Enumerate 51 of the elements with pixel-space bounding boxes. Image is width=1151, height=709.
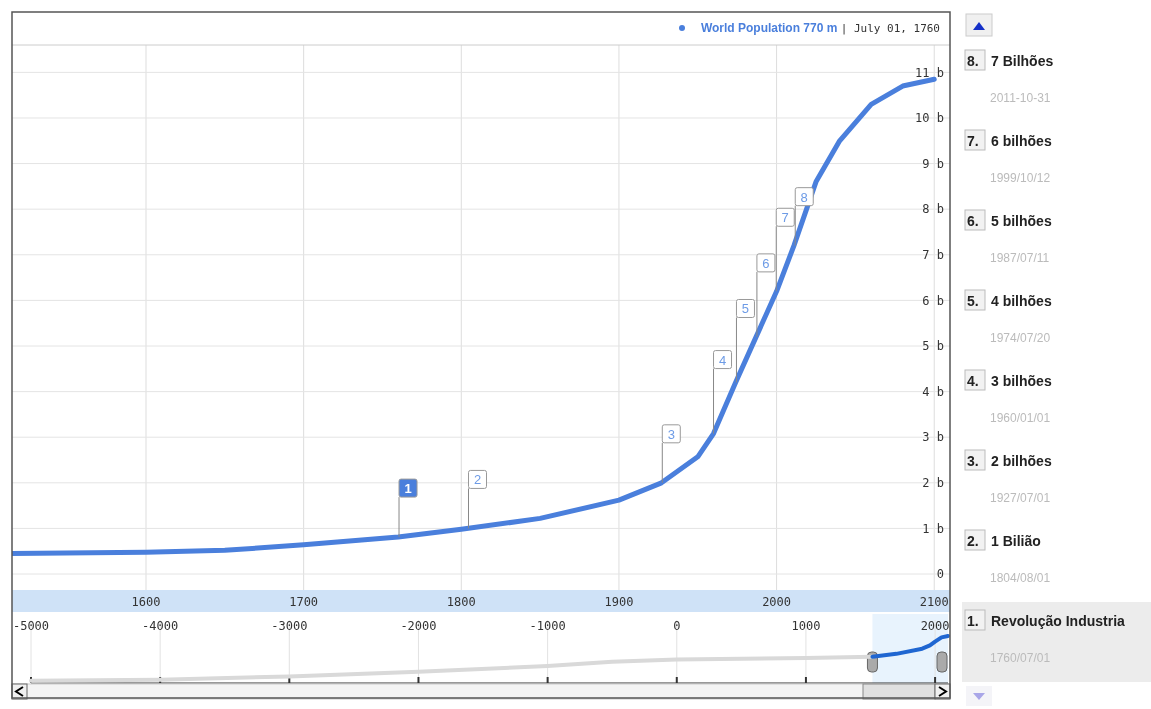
annotation: 2	[473, 472, 482, 488]
annotation: 8	[800, 189, 808, 205]
y-tick-label: 6 b	[922, 293, 944, 308]
x-tick-label: 2000	[762, 595, 792, 609]
y-tick-label: 10 b	[915, 111, 944, 126]
x-tick-label: 1600	[131, 595, 161, 609]
text: 4. 3 bilhões	[967, 373, 1052, 389]
x-tick-label: 1900	[604, 595, 634, 609]
text: 1974/07/20	[990, 331, 1051, 345]
x-tick-label: 2100	[919, 595, 949, 609]
x-tick-label: 1700	[289, 595, 319, 609]
text: 1927/07/01	[990, 491, 1051, 505]
legend-label: World Population	[700, 21, 800, 35]
y-tick-label: 0	[936, 567, 944, 582]
annotation: 3	[667, 426, 675, 442]
text: 1987/07/11	[990, 251, 1050, 265]
y-tick-label: 9 b	[922, 156, 944, 171]
text: 1999/10/12	[990, 171, 1051, 185]
text: 6. 5 bilhões	[967, 213, 1052, 229]
y-tick-label: 11 b	[915, 65, 944, 80]
text: 8. 7 Bilhões	[967, 53, 1054, 69]
text: 2011-10-31	[990, 91, 1051, 105]
text: 1960/01/01	[990, 411, 1051, 425]
y-tick-label: 1 b	[922, 521, 944, 536]
y-tick-label: 7 b	[922, 247, 944, 262]
y-tick-label: 4 b	[922, 384, 944, 399]
y-tick-label: 5 b	[922, 339, 944, 354]
text: 770 m | July 01, 1760	[803, 21, 940, 35]
x-tick-label: -1000	[529, 619, 566, 633]
y-tick-label: 8 b	[922, 202, 944, 217]
x-tick-label: -3000	[271, 619, 308, 633]
x-tick-label: 1000	[791, 619, 821, 633]
annotation: 5	[741, 301, 750, 317]
annotation: 6	[762, 255, 770, 271]
text: 5. 4 bilhões	[967, 293, 1052, 309]
text: 3. 2 bilhões	[967, 453, 1052, 469]
x-tick-label: 0	[673, 619, 681, 633]
x-tick-label: -2000	[400, 619, 437, 633]
text: 7. 6 bilhões	[967, 133, 1052, 149]
text: 1804/08/01	[990, 571, 1051, 585]
x-tick-label: -5000	[12, 619, 50, 633]
annotation: 4	[718, 352, 727, 368]
x-tick-label: 1800	[446, 595, 476, 609]
text: 1. Revolução Industria	[967, 613, 1126, 629]
annotation: 7	[781, 210, 789, 226]
annotation: 1	[404, 481, 412, 497]
text: 2. 1 Bilião	[967, 533, 1041, 549]
x-tick-label: 2000	[920, 619, 950, 633]
y-tick-label: 2 b	[922, 476, 944, 491]
y-tick-label: 3 b	[922, 430, 944, 445]
x-tick-label: -4000	[142, 619, 179, 633]
